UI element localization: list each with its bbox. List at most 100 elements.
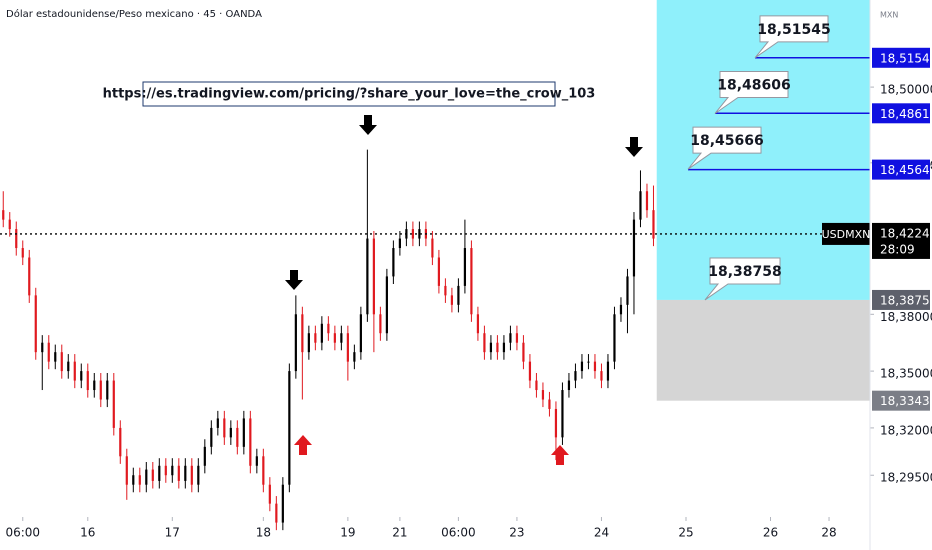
x-tick-label: 23 (509, 526, 524, 540)
candle-body (489, 342, 493, 353)
candle-body (541, 390, 545, 400)
candle-body (379, 314, 382, 334)
x-tick-label: 28 (821, 526, 836, 540)
candle-body (535, 380, 538, 391)
candle-body (548, 399, 551, 409)
candle-body (242, 418, 245, 447)
callout-label: 18,51545 (757, 22, 831, 38)
candle-body (593, 361, 597, 372)
candle-body (236, 427, 239, 447)
candle-body (554, 408, 558, 438)
candle-body (210, 427, 213, 447)
candle-body (34, 295, 37, 353)
candle-body (106, 380, 109, 400)
note: https://es.tradingview.com/pricing/?shar… (103, 87, 596, 102)
candle-body (340, 333, 343, 343)
x-tick-label: 16 (80, 526, 95, 540)
candle-body (184, 465, 187, 481)
candle-body (502, 342, 506, 353)
candle-body (619, 304, 623, 315)
y-tick-label: 18,38000 (880, 310, 932, 324)
candle-body (41, 342, 44, 353)
candle-body (652, 210, 655, 239)
candle-body (138, 475, 141, 485)
candle-body (8, 219, 11, 230)
candle-body (450, 295, 454, 305)
x-tick-label: 18 (256, 526, 271, 540)
price-box (872, 222, 930, 259)
candles (2, 149, 655, 531)
candle-body (67, 361, 70, 372)
candle-body (509, 333, 512, 343)
candle-body (437, 257, 441, 286)
candle-body (80, 371, 83, 381)
candle-body (73, 361, 76, 381)
zone-box (872, 289, 930, 310)
candle-body (320, 323, 323, 343)
candle-body (561, 390, 564, 438)
candle-body (476, 314, 480, 334)
candle-body (216, 418, 219, 428)
candle-body (99, 380, 102, 400)
candle-body (470, 248, 473, 315)
candle-body (28, 257, 31, 296)
candle-body (190, 465, 193, 485)
zone-label: 18,38758 (880, 293, 932, 307)
zone (656, 0, 870, 300)
x-tick-label: 24 (594, 526, 609, 540)
candle-body (15, 229, 18, 249)
candle-body (353, 352, 356, 362)
candle-body (151, 469, 154, 481)
candle-body (112, 380, 115, 428)
callout-box (754, 15, 829, 59)
y-tick-label: 18,29500 (880, 471, 932, 485)
candle-body (613, 314, 616, 362)
candle-body (262, 456, 265, 485)
x-tick-label: 19 (340, 526, 355, 540)
candle-body (314, 333, 317, 343)
candle-body (21, 248, 24, 258)
candle-body (203, 446, 206, 466)
overlays: USDMXN 18,42245 28:09 18,51548 18,51545 18,48… (0, 15, 932, 411)
countdown: 28:09 (880, 242, 915, 256)
x-tick-label: 25 (678, 526, 693, 540)
candle-body (567, 380, 571, 391)
candle-body (249, 418, 252, 466)
level-label: 18,45642 (880, 163, 932, 177)
chart-title: Dólar estadounidense/Peso mexicano · 45 … (6, 8, 262, 20)
candle-body (158, 465, 161, 481)
zone-box (872, 390, 930, 411)
note-box (142, 81, 556, 107)
x-tick-label: 17 (165, 526, 180, 540)
candle-body (626, 276, 629, 305)
candle-body (645, 191, 649, 211)
candle-body (333, 333, 336, 343)
x-tick-label: 06:00 (5, 526, 40, 540)
currency: MXN (880, 11, 898, 20)
candle-body (327, 323, 330, 334)
candle-body (307, 333, 310, 353)
symbol-label: USDMXN (822, 228, 871, 241)
candle-body (86, 371, 89, 391)
candle-body (359, 314, 362, 353)
candle-body (2, 210, 5, 220)
candle-body (47, 342, 50, 362)
candle-body (385, 276, 388, 334)
candle-body (229, 427, 232, 438)
candle-body (223, 418, 226, 438)
candle-body (632, 219, 636, 277)
candle-body (515, 333, 519, 343)
zone-label: 18,33438 (880, 394, 932, 408)
candle-body (587, 361, 590, 363)
candle-body (444, 285, 447, 296)
level-label: 18,51548 (880, 51, 932, 65)
candle-body (281, 484, 284, 523)
y-tick-label: 18,50000 (880, 83, 932, 97)
candle-body (125, 456, 128, 485)
candle-body (463, 248, 467, 286)
candle-body (522, 342, 525, 362)
candle-body (60, 352, 63, 372)
candle-body (255, 456, 258, 466)
candle-body (580, 361, 584, 372)
candle-body (132, 475, 135, 485)
